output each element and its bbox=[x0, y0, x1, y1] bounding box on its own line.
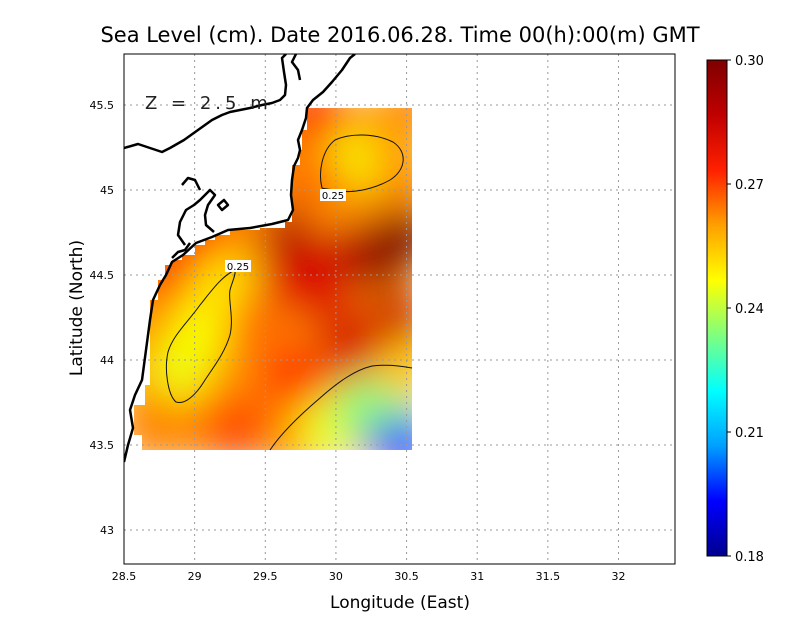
field-point-8 bbox=[226, 294, 291, 358]
coastline-islet bbox=[216, 198, 230, 212]
gridlines bbox=[124, 54, 675, 564]
coastline-north-shore bbox=[290, 54, 302, 81]
depth-annotation: Z = 2.5 m bbox=[145, 93, 272, 114]
field-point-11 bbox=[289, 260, 354, 324]
field-point-29 bbox=[282, 108, 347, 146]
coastline bbox=[124, 54, 356, 463]
colorbar-tick-label-2: 0.24 bbox=[735, 302, 764, 317]
field-point-23 bbox=[374, 336, 412, 401]
y-tick-label-0: 43 bbox=[100, 524, 114, 537]
field-point-0 bbox=[134, 396, 185, 450]
y-tick-label-3: 44.5 bbox=[90, 269, 115, 282]
coastline-inlet-2 bbox=[181, 176, 202, 191]
field-point-10 bbox=[261, 345, 326, 409]
colorbar-tick-label-4: 0.18 bbox=[735, 550, 764, 565]
y-tick-label-1: 43.5 bbox=[90, 439, 115, 452]
x-tick-label-5: 31 bbox=[470, 570, 484, 583]
x-tick-labels: 28.5 29 29.5 30 30.5 31 31.5 32 bbox=[112, 570, 626, 583]
field-point-31 bbox=[360, 108, 412, 163]
y-tick-label-4: 45 bbox=[100, 184, 114, 197]
contour-labels: 0.25 0.25 bbox=[225, 189, 346, 273]
field-point-16 bbox=[367, 294, 412, 358]
coastline-danube-delta bbox=[124, 54, 288, 154]
x-tick-label-1: 29 bbox=[188, 570, 202, 583]
x-tick-label-2: 29.5 bbox=[253, 570, 278, 583]
colorbar-gradient bbox=[706, 59, 728, 557]
coastline-lagoon bbox=[176, 188, 217, 246]
y-axis-label: Latitude (North) bbox=[67, 240, 87, 376]
contour-line-south bbox=[269, 364, 413, 451]
x-axis-label: Longitude (East) bbox=[330, 593, 470, 613]
plot-frame bbox=[123, 53, 676, 565]
chart-title: Sea Level (cm). Date 2016.06.28. Time 00… bbox=[100, 23, 699, 47]
y-tick-label-2: 44 bbox=[100, 354, 114, 367]
x-tick-label-6: 31.5 bbox=[536, 570, 561, 583]
field-point-15 bbox=[374, 200, 412, 265]
y-tick-labels: 43 43.5 44 44.5 45 45.5 bbox=[90, 99, 115, 537]
colorbar-tick-label-3: 0.21 bbox=[735, 426, 764, 441]
contour-label-north: 0.25 bbox=[322, 191, 344, 202]
field-point-17 bbox=[318, 311, 383, 375]
coastline-inlet-1 bbox=[171, 242, 192, 259]
y-tick-label-5: 45.5 bbox=[90, 99, 115, 112]
contour-label-west: 0.25 bbox=[227, 262, 249, 273]
colorbar-tick-label-1: 0.27 bbox=[735, 178, 764, 193]
colorbar-tick-label-0: 0.30 bbox=[735, 54, 764, 69]
field-point-7 bbox=[205, 396, 270, 450]
x-tick-label-3: 30 bbox=[329, 570, 343, 583]
x-tick-label-7: 32 bbox=[611, 570, 625, 583]
coastline-main bbox=[124, 54, 356, 463]
x-tick-label-0: 28.5 bbox=[112, 570, 137, 583]
colorbar: 0.30 0.27 0.24 0.21 0.18 bbox=[706, 54, 764, 565]
contour-line-west bbox=[165, 269, 236, 404]
colorbar-tick-labels: 0.30 0.27 0.24 0.21 0.18 bbox=[727, 54, 764, 565]
x-tick-label-4: 30.5 bbox=[394, 570, 419, 583]
